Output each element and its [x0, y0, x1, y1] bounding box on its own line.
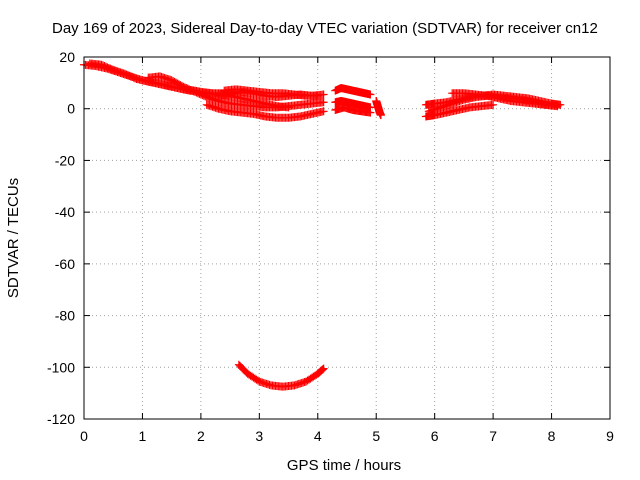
series-8 — [331, 96, 375, 112]
data-point — [319, 107, 328, 116]
y-tick-label: 20 — [59, 49, 75, 65]
data-points — [80, 59, 565, 391]
series-10 — [372, 96, 385, 120]
y-tick-label: -40 — [55, 204, 75, 220]
y-tick-label: -20 — [55, 152, 75, 168]
series-6 — [220, 85, 322, 100]
data-point — [319, 364, 328, 373]
x-tick-label: 2 — [197, 428, 205, 444]
y-tick-label: -120 — [47, 411, 75, 427]
x-tick-label: 1 — [139, 428, 147, 444]
y-tick-label: 0 — [67, 101, 75, 117]
data-point — [489, 100, 498, 109]
series-7 — [331, 84, 375, 99]
data-point — [318, 365, 327, 374]
data-point — [318, 365, 327, 374]
x-tick-label: 5 — [372, 428, 380, 444]
series-12 — [421, 100, 498, 121]
series-15 — [234, 360, 328, 391]
series-14 — [448, 89, 562, 111]
data-point — [553, 102, 562, 111]
x-tick-label: 4 — [314, 428, 322, 444]
x-tick-label: 0 — [80, 428, 88, 444]
data-point — [319, 98, 328, 107]
axis-ticks: 0 1 2 3 4 5 6 7 8 9 20 0 -20 -40 -60 -80 -100 -120 — [47, 49, 614, 444]
x-tick-label: 3 — [255, 428, 263, 444]
grid-lines — [84, 57, 610, 419]
data-point — [313, 91, 322, 100]
chart-title: Day 169 of 2023, Sidereal Day-to-day VTE… — [52, 20, 598, 37]
y-tick-label: -80 — [55, 308, 75, 324]
data-point — [366, 90, 375, 99]
x-tick-label: 6 — [431, 428, 439, 444]
plot-frame — [83, 56, 611, 420]
x-axis-label: GPS time / hours — [287, 457, 401, 474]
series-9 — [331, 103, 375, 117]
data-point — [376, 111, 385, 120]
series-4 — [202, 100, 328, 122]
y-tick-label: -60 — [55, 256, 75, 272]
x-tick-label: 8 — [548, 428, 556, 444]
y-tick-label: -100 — [47, 359, 75, 375]
x-tick-label: 7 — [489, 428, 497, 444]
series-3 — [144, 72, 328, 112]
x-tick-label: 9 — [606, 428, 614, 444]
data-point — [319, 90, 328, 99]
data-point — [366, 108, 375, 117]
y-axis-label: SDTVAR / TECUs — [5, 178, 22, 298]
